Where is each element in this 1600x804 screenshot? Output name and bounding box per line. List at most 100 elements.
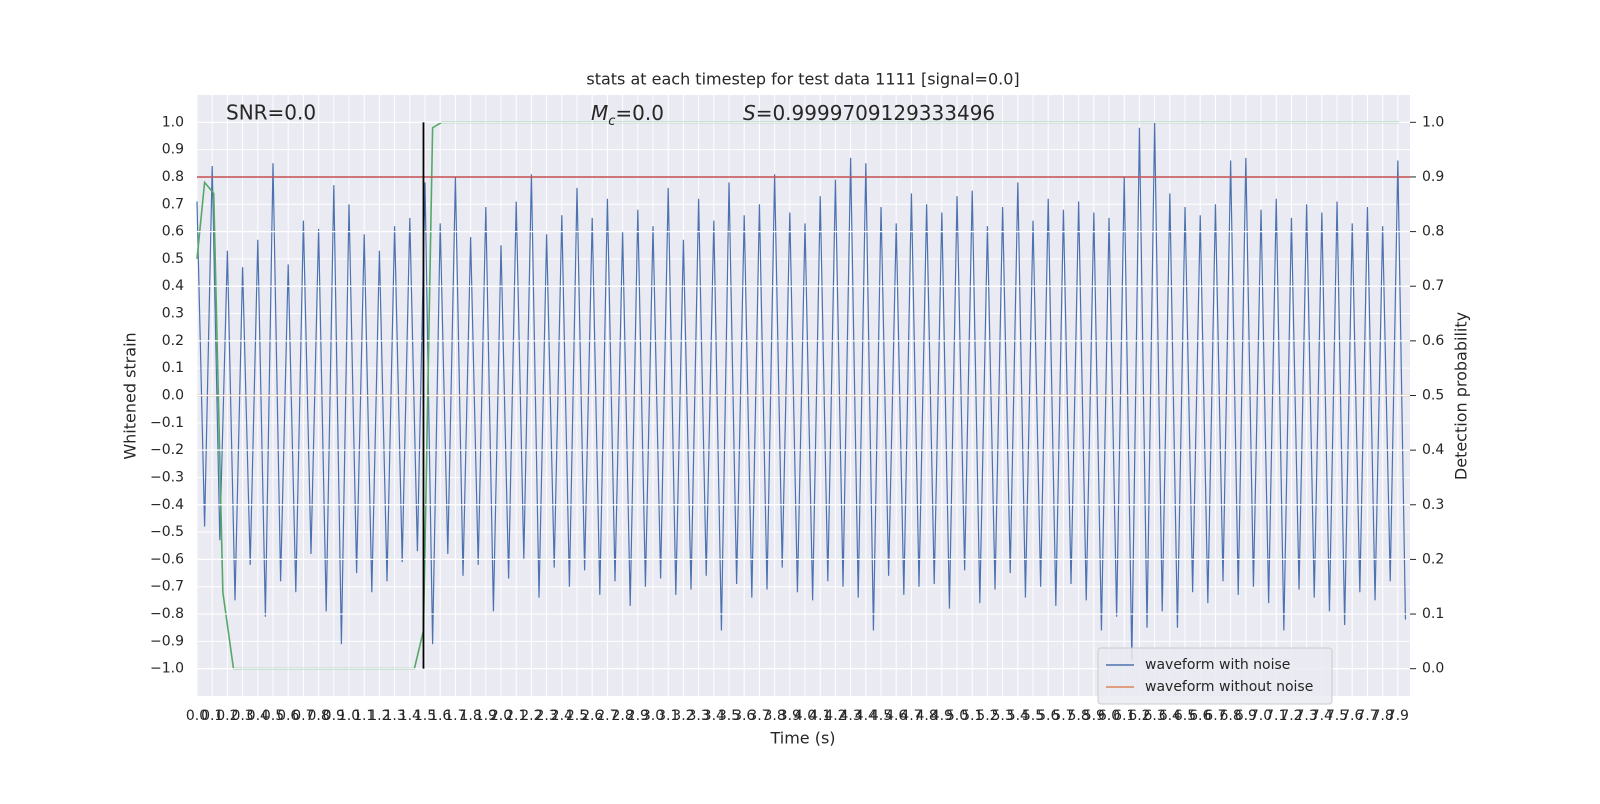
y-tick-label: 0.5 xyxy=(162,251,184,267)
x-tick-label: 4.8 xyxy=(915,708,937,724)
x-tick-label: 5.5 xyxy=(1022,708,1044,724)
x-tick-label: 6.2 xyxy=(1128,708,1150,724)
x-tick-label: 7.4 xyxy=(1311,708,1333,724)
x-tick-label: 7.6 xyxy=(1341,708,1363,724)
x-tick-label: 6.6 xyxy=(1189,708,1211,724)
y-tick-label: 0.3 xyxy=(162,306,184,322)
x-tick-label: 2.3 xyxy=(535,708,557,724)
x-tick-label: 0.8 xyxy=(307,708,329,724)
x-tick-label: 7.8 xyxy=(1372,708,1394,724)
x-tick-label: 3.2 xyxy=(672,708,694,724)
x-tick-label: 6.1 xyxy=(1113,708,1135,724)
y-tick-label: −0.9 xyxy=(150,633,184,649)
x-tick-label: 5.9 xyxy=(1083,708,1105,724)
y2-tick-label: 0.3 xyxy=(1422,497,1444,513)
y-tick-label: −0.5 xyxy=(150,524,184,540)
x-tick-label: 5.2 xyxy=(976,708,998,724)
x-tick-label: 4.9 xyxy=(931,708,953,724)
x-tick-label: 6.8 xyxy=(1220,708,1242,724)
x-tick-label: 7.1 xyxy=(1265,708,1287,724)
y2-tick-label: 0.8 xyxy=(1422,224,1444,240)
x-tick-label: 5.0 xyxy=(946,708,968,724)
x-tick-label: 1.0 xyxy=(338,708,360,724)
y-tick-label: −0.3 xyxy=(150,469,184,485)
x-tick-label: 0.9 xyxy=(323,708,345,724)
x-tick-label: 7.9 xyxy=(1387,708,1409,724)
x-tick-label: 3.3 xyxy=(687,708,709,724)
y-tick-label: −0.6 xyxy=(150,551,184,567)
x-tick-label: 6.7 xyxy=(1204,708,1226,724)
x-tick-label: 4.6 xyxy=(885,708,907,724)
x-tick-label: 4.0 xyxy=(794,708,816,724)
y2-tick-label: 1.0 xyxy=(1422,114,1444,130)
x-tick-label: 1.6 xyxy=(429,708,451,724)
y-axis-label: Whitened strain xyxy=(121,332,140,459)
y-tick-label: −0.8 xyxy=(150,606,184,622)
y-tick-label: 0.9 xyxy=(162,142,184,158)
x-tick-label: 0.1 xyxy=(201,708,223,724)
y2-tick-label: 0.4 xyxy=(1422,442,1444,458)
x-tick-label: 1.1 xyxy=(353,708,375,724)
x-tick-label: 3.0 xyxy=(642,708,664,724)
plot-layer: 0.00.10.20.30.40.50.60.70.80.91.01.11.21… xyxy=(150,95,1444,724)
annotation: Mc=0.0 xyxy=(591,101,664,130)
x-tick-label: 3.9 xyxy=(779,708,801,724)
x-tick-label: 4.2 xyxy=(824,708,846,724)
x-tick-label: 2.6 xyxy=(581,708,603,724)
y2-tick-label: 0.6 xyxy=(1422,333,1444,349)
x-tick-label: 2.2 xyxy=(520,708,542,724)
x-tick-label: 5.7 xyxy=(1052,708,1074,724)
y2-tick-label: 0.5 xyxy=(1422,388,1444,404)
x-tick-label: 7.2 xyxy=(1280,708,1302,724)
y2-axis-label: Detection probability xyxy=(1452,312,1471,480)
x-tick-label: 0.3 xyxy=(231,708,253,724)
x-tick-label: 5.1 xyxy=(961,708,983,724)
x-tick-label: 2.0 xyxy=(490,708,512,724)
x-tick-label: 4.4 xyxy=(855,708,877,724)
x-tick-label: 0.7 xyxy=(292,708,314,724)
x-tick-label: 1.4 xyxy=(399,708,421,724)
x-tick-label: 2.1 xyxy=(505,708,527,724)
annotation-text: =0.0 xyxy=(615,101,664,125)
y-tick-label: 0.4 xyxy=(162,278,184,294)
x-tick-label: 2.5 xyxy=(566,708,588,724)
x-tick-label: 1.3 xyxy=(383,708,405,724)
x-tick-label: 7.0 xyxy=(1250,708,1272,724)
x-tick-label: 3.7 xyxy=(748,708,770,724)
x-tick-label: 4.1 xyxy=(809,708,831,724)
x-tick-label: 6.4 xyxy=(1159,708,1181,724)
x-tick-label: 0.5 xyxy=(262,708,284,724)
x-tick-label: 7.3 xyxy=(1296,708,1318,724)
x-tick-label: 6.3 xyxy=(1143,708,1165,724)
x-tick-label: 5.3 xyxy=(991,708,1013,724)
x-tick-label: 3.4 xyxy=(703,708,725,724)
y2-tick-label: 0.2 xyxy=(1422,551,1444,567)
y-tick-label: −0.2 xyxy=(150,442,184,458)
annotation-subscript: c xyxy=(608,114,615,129)
y-tick-label: 0.0 xyxy=(162,388,184,404)
annotation-text: =0.9999709129333496 xyxy=(756,101,995,125)
y-tick-label: −0.4 xyxy=(150,497,184,513)
annotation-symbol: S xyxy=(743,101,756,125)
x-tick-label: 2.8 xyxy=(611,708,633,724)
chart-title: stats at each timestep for test data 111… xyxy=(586,70,1019,89)
annotation: S=0.9999709129333496 xyxy=(743,101,995,125)
x-tick-label: 3.5 xyxy=(718,708,740,724)
x-tick-label: 2.4 xyxy=(551,708,573,724)
x-tick-label: 4.7 xyxy=(900,708,922,724)
series-line xyxy=(196,122,1407,661)
x-tick-label: 1.2 xyxy=(368,708,390,724)
y-tick-label: 0.7 xyxy=(162,196,184,212)
y-tick-label: 0.6 xyxy=(162,224,184,240)
x-tick-label: 5.4 xyxy=(1007,708,1029,724)
y-tick-label: 0.8 xyxy=(162,169,184,185)
y-tick-label: −1.0 xyxy=(150,661,184,677)
y-tick-label: −0.7 xyxy=(150,579,184,595)
x-tick-label: 6.9 xyxy=(1235,708,1257,724)
y2-tick-label: 0.7 xyxy=(1422,278,1444,294)
x-tick-label: 1.9 xyxy=(475,708,497,724)
y-tick-label: 1.0 xyxy=(162,114,184,130)
x-tick-label: 6.0 xyxy=(1098,708,1120,724)
